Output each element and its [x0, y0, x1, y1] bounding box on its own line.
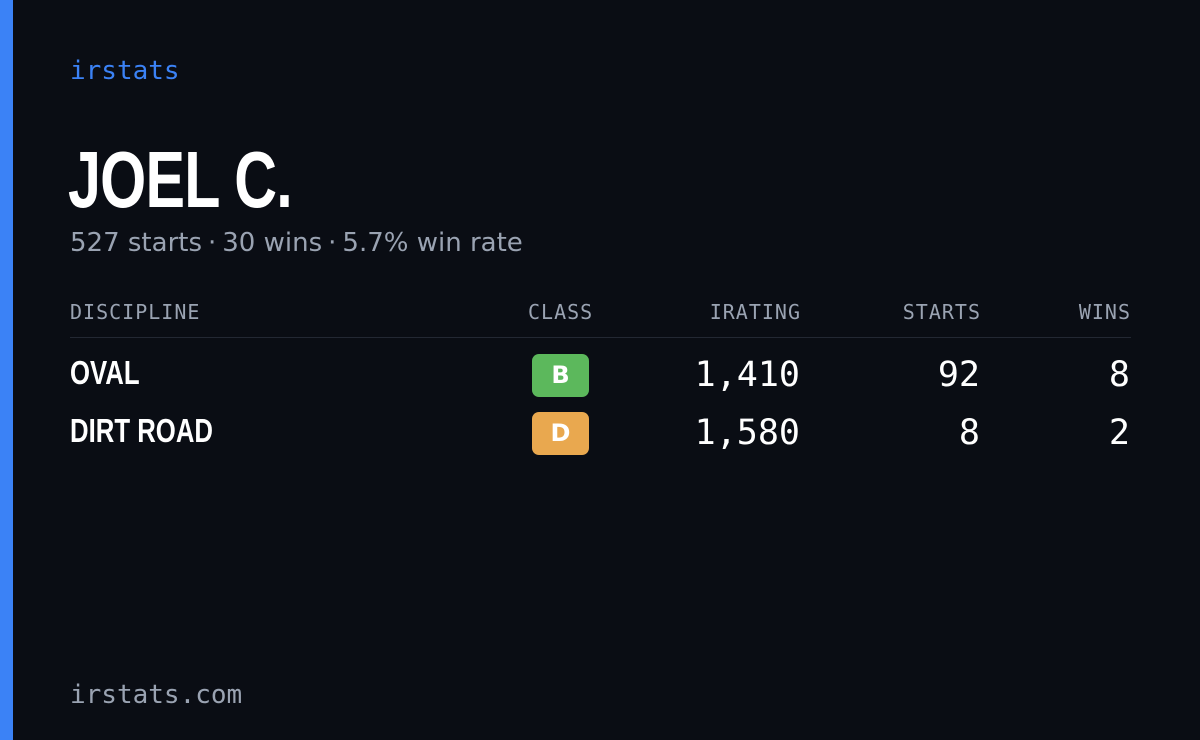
summary-separator: · [328, 228, 337, 258]
header-class: CLASS [528, 300, 594, 324]
driver-summary: 527 starts · 30 wins · 5.7% win rate [70, 228, 523, 258]
discipline-table: DISCIPLINE CLASS IRATING STARTS WINS OVA… [70, 298, 1131, 455]
driver-name: JOEL C. [68, 135, 293, 224]
summary-win-rate: 5.7% win rate [342, 228, 523, 258]
table-header: DISCIPLINE CLASS IRATING STARTS WINS [70, 298, 1131, 338]
summary-starts: 527 starts [70, 228, 202, 258]
accent-bar [0, 0, 13, 740]
wins-value: 2 [1108, 413, 1130, 453]
class-badge: D [532, 412, 589, 455]
starts-value: 92 [937, 355, 980, 395]
table-row: DIRT ROAD D 1,580 8 2 [70, 396, 1131, 455]
wins-value: 8 [1108, 355, 1130, 395]
discipline-name: DIRT ROAD [70, 412, 213, 449]
header-discipline: DISCIPLINE [70, 300, 201, 324]
header-starts: STARTS [902, 300, 981, 324]
summary-separator: · [208, 228, 217, 258]
table-row: OVAL B 1,410 92 8 [70, 338, 1131, 397]
header-wins: WINS [1078, 300, 1131, 324]
starts-value: 8 [958, 413, 980, 453]
summary-wins: 30 wins [222, 228, 323, 258]
irating-value: 1,410 [694, 355, 800, 395]
irating-value: 1,580 [694, 413, 800, 453]
discipline-name: OVAL [70, 354, 140, 391]
footer-domain: irstats.com [70, 680, 243, 710]
header-irating: IRATING [709, 300, 801, 324]
class-badge: B [532, 354, 589, 397]
brand-logo-text: irstats [70, 56, 180, 86]
